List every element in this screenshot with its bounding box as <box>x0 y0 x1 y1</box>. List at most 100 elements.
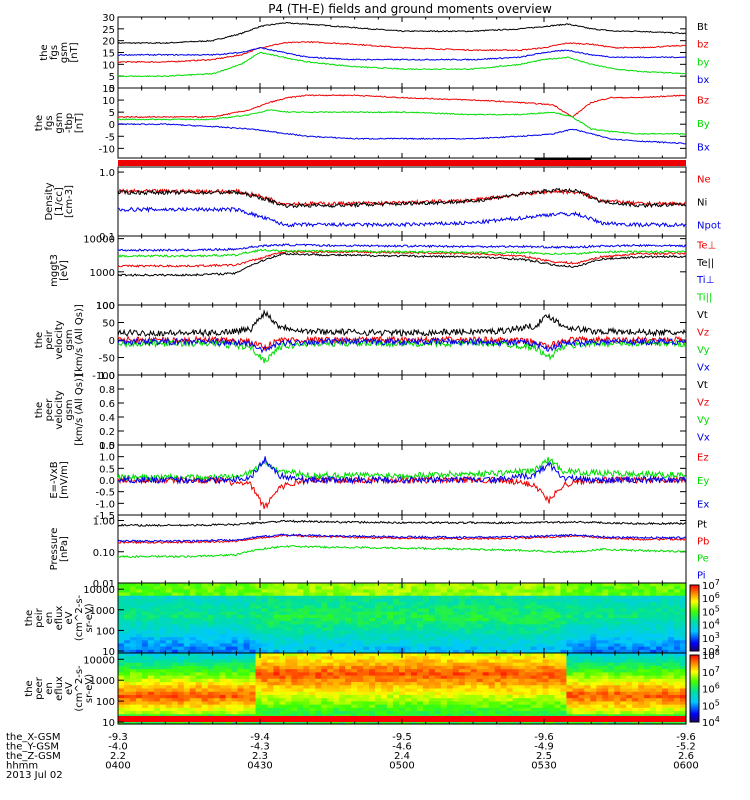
panel-density: Density [1/cc] [cm-3] 1.0 0.1 Ne Ni Npot <box>44 166 721 243</box>
fgs-gsm-components-frame <box>117 87 687 159</box>
fgs-gsm-components-ylabel-line: fgs <box>44 115 55 130</box>
peer-velocity-ytick-label: 1.0 <box>99 371 115 382</box>
peir-eflux-ylabel-line: peir <box>34 607 45 627</box>
peir-eflux-colorbar-label: 106 <box>702 591 720 605</box>
efield-legend-1: Ey <box>697 476 709 487</box>
peer-eflux-ylabel-line: sr-eV) <box>84 674 95 703</box>
peer-eflux-ylabel-line: peer <box>34 676 45 700</box>
efield-series-2 <box>117 456 687 486</box>
fgs-gsm-total-ytick-label: 20 <box>102 37 115 48</box>
xaxis-tick-label: 0500 <box>389 761 414 772</box>
fgs-gsm-components-ylabel-line: gsm <box>54 112 65 133</box>
peir-velocity-legend-1: Vz <box>697 327 709 338</box>
pressure-series-2 <box>117 544 687 559</box>
peir-eflux-ylabel-line: eV <box>64 611 75 624</box>
pressure-ytick-label: 0.01 <box>93 579 115 590</box>
peir-velocity-ytick-label: -100 <box>92 371 115 382</box>
fgs-gsm-total-ytick-label: 15 <box>102 49 115 60</box>
pressure-series-0 <box>117 519 687 527</box>
peer-velocity-legend-0: Vt <box>697 380 708 391</box>
fgs-gsm-components-ytick-label: 15 <box>102 84 115 95</box>
peir-velocity-ylabel-line: [km/s (All Qs)] <box>74 304 85 376</box>
peer-velocity-ytick-label: 0.6 <box>99 399 115 410</box>
temperature-ylabel-line: mggt3 <box>49 254 60 287</box>
spectrogram-peer-eflux: the peer en eflux eV (cm^2-s-sr-eV) 10000 1000 1… <box>24 648 720 729</box>
pressure-legend-1: Pb <box>697 537 709 548</box>
density-ytick-label: 0.1 <box>99 232 115 243</box>
temperature-ytick-label: 100 <box>96 301 115 312</box>
xaxis-tick-label: 2.6 <box>678 751 694 762</box>
panel-pressure: Pressure [nPa] 1.00 0.10 0.01 Pt Pb Pe Pi <box>49 514 709 590</box>
temperature-ytick-label: 1000 <box>90 268 115 279</box>
peer-velocity-ylabel-line: the <box>34 402 45 418</box>
peir-eflux-ylabel-line: sr-eV) <box>84 603 95 632</box>
peir-velocity-series-3 <box>117 336 687 354</box>
peir-eflux-ylabel-line: the <box>24 610 35 626</box>
xaxis-row-label-2: the_Z-GSM <box>6 751 61 762</box>
panel-peir-velocity: the peir velocity gsm [km/s (All Qs)] 100 50 0 -… <box>34 301 710 382</box>
peer-eflux-colorbar-label: 104 <box>702 715 720 729</box>
temperature-ytick-label: 10000 <box>83 235 115 246</box>
chart-title: P4 (TH-E) fields and ground moments over… <box>268 2 552 16</box>
peir-velocity-legend-3: Vx <box>697 362 710 373</box>
peer-velocity-ylabel-line: [km/s (All Qs)] <box>74 374 85 446</box>
pressure-ylabel-line: Pressure <box>49 528 60 571</box>
density-ylabel-line: [cm-3] <box>64 185 75 218</box>
peer-velocity-ylabel-line: peer <box>44 398 55 422</box>
fgs-gsm-total-legend-3: bx <box>697 75 709 86</box>
peer-eflux-ytick-label: 10 <box>102 718 115 729</box>
temperature-legend-3: Ti|| <box>696 292 712 303</box>
peir-eflux-colorbar <box>689 584 700 652</box>
peer-eflux-ylabel-line: the <box>24 680 35 696</box>
peer-velocity-legend-1: Vz <box>697 397 709 408</box>
peir-velocity-series-2 <box>117 338 687 364</box>
xaxis-tick-label: 2.2 <box>110 751 126 762</box>
xaxis-tick-label: -4.6 <box>392 742 412 753</box>
efield-ytick-label: 1.5 <box>99 441 115 452</box>
temperature-legend-1: Te|| <box>696 258 714 269</box>
efield-ytick-label: 0.5 <box>99 464 115 475</box>
efield-legend-0: Ez <box>697 453 709 464</box>
fgs-gsm-components-ytick-label: 10 <box>102 96 115 107</box>
fgs-gsm-total-legend-2: by <box>697 57 709 68</box>
xaxis-tick-label: 0430 <box>247 761 272 772</box>
xaxis-tick-label: -9.5 <box>392 732 412 743</box>
density-ytick-label: 1.0 <box>99 168 115 179</box>
peer-eflux-ytick-label: 1000 <box>90 676 115 687</box>
xaxis-tick-label: -9.3 <box>108 732 128 743</box>
peir-eflux-ylabel-line: eflux <box>54 606 65 631</box>
spectrogram-peir-eflux: the peir en eflux eV (cm^2-s-sr-eV) 10000 1000 1… <box>24 578 720 658</box>
temperature-legend-2: Ti⊥ <box>696 275 714 286</box>
pressure-series-3 <box>117 533 687 543</box>
density-ylabel-line: [1/cc] <box>54 187 65 216</box>
peer-velocity-ytick-label: 0.8 <box>99 385 115 396</box>
panel-temperature: mggt3 [eV] 10000 1000 100 Te⊥ Te|| Ti⊥ Ti|| <box>49 235 716 312</box>
peer-eflux-colorbar-label: 106 <box>702 682 720 696</box>
peir-eflux-ylabel-line: (cm^2-s- <box>74 594 85 641</box>
peer-eflux-ylabel-line: eV <box>64 682 75 695</box>
temperature-legend-0: Te⊥ <box>696 241 716 252</box>
efield-ylabel-line: E=-VxB <box>49 461 60 498</box>
temperature-ylabel-line: [eV] <box>59 260 70 281</box>
peer-velocity-ylabel-line: gsm <box>64 399 75 420</box>
fgs-gsm-total-frame <box>117 16 687 89</box>
xaxis-tick-label: -9.6 <box>676 732 696 743</box>
peir-eflux-colorbar-label: 104 <box>702 618 720 632</box>
fgs-gsm-total-ylabel-line: fgs <box>49 45 60 60</box>
xaxis-tick-label: -4.9 <box>534 742 554 753</box>
fgs-gsm-total-ylabel-line: gsm <box>59 42 70 63</box>
peer-velocity-legend-2: Vy <box>697 415 710 426</box>
pressure-legend-3: Pi <box>697 571 706 582</box>
efield-legend-2: Ex <box>697 499 709 510</box>
peer-velocity-frame <box>117 374 687 446</box>
fgs-gsm-total-ylabel-line: the <box>39 44 50 60</box>
density-ylabel-line: Density <box>44 182 55 220</box>
fgs-gsm-total-ytick-label: 0 <box>109 84 115 95</box>
peir-velocity-legend-0: Vt <box>697 310 708 321</box>
xaxis-tick-label: 2.5 <box>536 751 552 762</box>
fgs-gsm-components-legend-2: Bx <box>697 142 710 153</box>
xaxis-tick-label: -9.6 <box>534 732 554 743</box>
